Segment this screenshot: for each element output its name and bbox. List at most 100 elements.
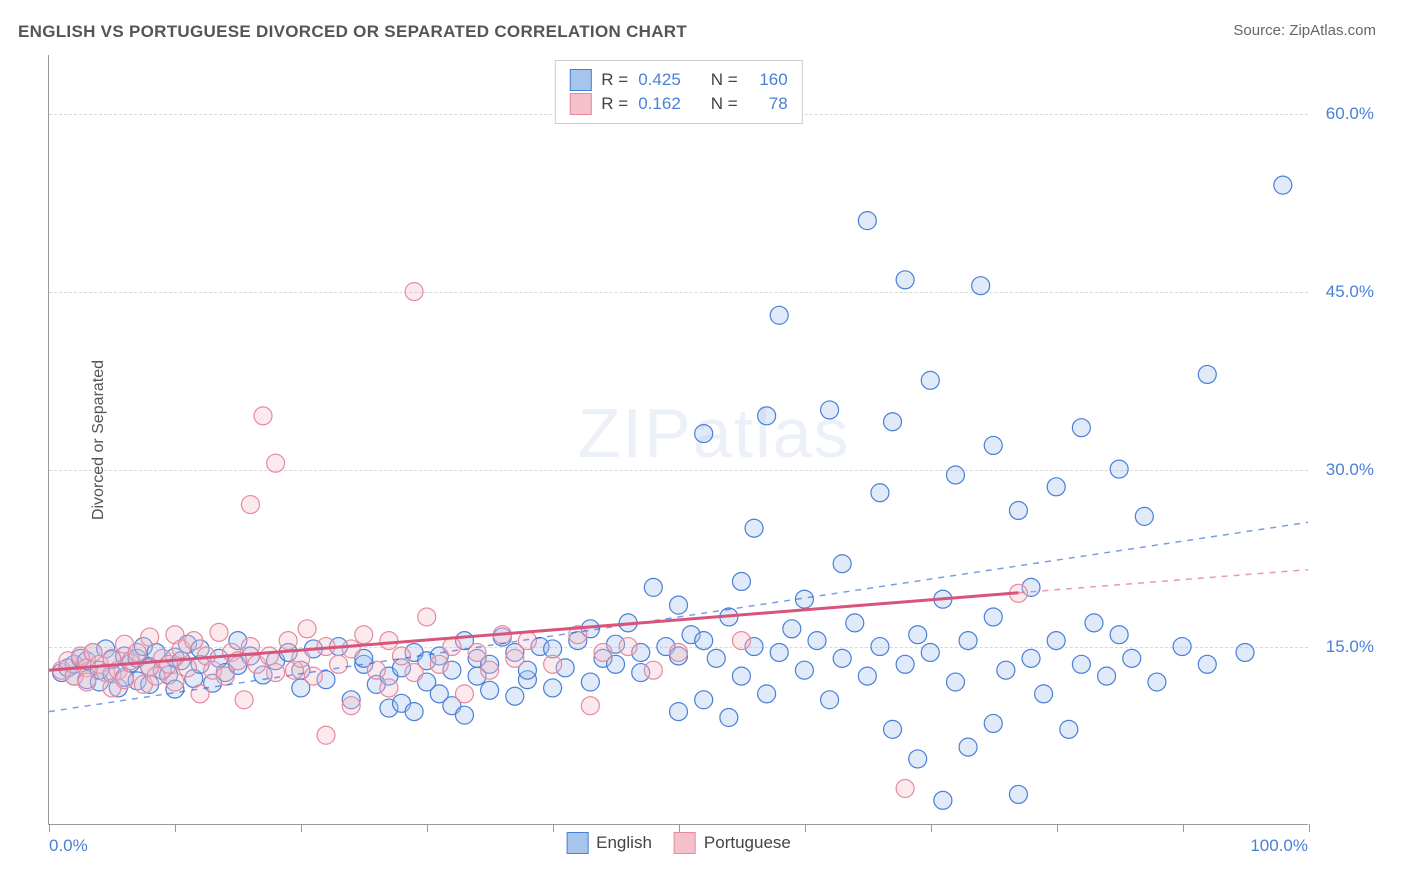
legend-r-value: 0.425 bbox=[638, 70, 681, 90]
data-point bbox=[141, 628, 159, 646]
data-point bbox=[241, 496, 259, 514]
data-point bbox=[430, 655, 448, 673]
source-link[interactable]: ZipAtlas.com bbox=[1289, 22, 1376, 39]
data-point bbox=[732, 632, 750, 650]
series-legend: EnglishPortuguese bbox=[566, 832, 791, 854]
data-point bbox=[279, 632, 297, 650]
data-point bbox=[544, 679, 562, 697]
data-point bbox=[884, 720, 902, 738]
data-point bbox=[1123, 649, 1141, 667]
data-point bbox=[896, 780, 914, 798]
data-point bbox=[909, 750, 927, 768]
data-point bbox=[317, 726, 335, 744]
data-point bbox=[833, 555, 851, 573]
series-legend-item: Portuguese bbox=[674, 832, 791, 854]
y-tick-label: 60.0% bbox=[1326, 104, 1374, 124]
data-point bbox=[298, 620, 316, 638]
legend-n-value: 78 bbox=[748, 94, 788, 114]
data-point bbox=[984, 714, 1002, 732]
data-point bbox=[871, 638, 889, 656]
data-point bbox=[235, 691, 253, 709]
data-point bbox=[846, 614, 864, 632]
data-point bbox=[758, 685, 776, 703]
legend-swatch bbox=[569, 93, 591, 115]
data-point bbox=[720, 709, 738, 727]
data-point bbox=[670, 596, 688, 614]
data-point bbox=[405, 664, 423, 682]
data-point bbox=[481, 661, 499, 679]
data-point bbox=[1110, 626, 1128, 644]
x-tick bbox=[931, 824, 932, 832]
data-point bbox=[1047, 478, 1065, 496]
x-tick bbox=[301, 824, 302, 832]
data-point bbox=[418, 608, 436, 626]
x-axis-min-label: 0.0% bbox=[49, 836, 88, 856]
data-point bbox=[833, 649, 851, 667]
correlation-legend-row: R =0.425N =160 bbox=[569, 69, 787, 91]
data-point bbox=[821, 691, 839, 709]
data-point bbox=[1236, 643, 1254, 661]
data-point bbox=[770, 306, 788, 324]
data-point bbox=[984, 436, 1002, 454]
data-point bbox=[342, 697, 360, 715]
x-tick bbox=[1057, 824, 1058, 832]
legend-r-label: R = bbox=[601, 70, 628, 90]
data-point bbox=[1148, 673, 1166, 691]
data-point bbox=[871, 484, 889, 502]
chart-title: ENGLISH VS PORTUGUESE DIVORCED OR SEPARA… bbox=[18, 22, 687, 42]
data-point bbox=[946, 466, 964, 484]
data-point bbox=[984, 608, 1002, 626]
x-tick bbox=[1183, 824, 1184, 832]
data-point bbox=[695, 691, 713, 709]
data-point bbox=[330, 655, 348, 673]
trend-line-extrapolated bbox=[49, 522, 1308, 711]
correlation-legend-row: R =0.162N =78 bbox=[569, 93, 787, 115]
data-point bbox=[808, 632, 826, 650]
data-point bbox=[858, 212, 876, 230]
data-point bbox=[210, 623, 228, 641]
data-point bbox=[78, 673, 96, 691]
data-point bbox=[783, 620, 801, 638]
data-point bbox=[380, 679, 398, 697]
data-point bbox=[1198, 655, 1216, 673]
legend-n-label: N = bbox=[711, 94, 738, 114]
data-point bbox=[921, 643, 939, 661]
data-point bbox=[468, 643, 486, 661]
data-point bbox=[695, 425, 713, 443]
data-point bbox=[1198, 365, 1216, 383]
data-point bbox=[216, 667, 234, 685]
data-point bbox=[254, 407, 272, 425]
x-tick bbox=[679, 824, 680, 832]
data-point bbox=[342, 640, 360, 658]
data-point bbox=[934, 791, 952, 809]
data-point bbox=[795, 661, 813, 679]
scatter-plot: ZIPatlas 15.0%30.0%45.0%60.0% 0.0% 100.0… bbox=[48, 55, 1308, 825]
data-point bbox=[581, 697, 599, 715]
data-point bbox=[506, 649, 524, 667]
data-point bbox=[304, 667, 322, 685]
source-prefix: Source: bbox=[1233, 22, 1289, 39]
data-point bbox=[732, 667, 750, 685]
data-point bbox=[619, 638, 637, 656]
data-point bbox=[581, 673, 599, 691]
data-point bbox=[594, 643, 612, 661]
y-tick-label: 30.0% bbox=[1326, 460, 1374, 480]
legend-swatch bbox=[566, 832, 588, 854]
data-point bbox=[770, 643, 788, 661]
data-point bbox=[128, 643, 146, 661]
data-point bbox=[166, 673, 184, 691]
data-point bbox=[1072, 655, 1090, 673]
data-point bbox=[405, 703, 423, 721]
scatter-svg bbox=[49, 55, 1308, 824]
data-point bbox=[355, 626, 373, 644]
data-point bbox=[260, 647, 278, 665]
data-point bbox=[506, 687, 524, 705]
x-tick bbox=[49, 824, 50, 832]
data-point bbox=[1060, 720, 1078, 738]
data-point bbox=[921, 371, 939, 389]
data-point bbox=[644, 661, 662, 679]
y-tick-label: 15.0% bbox=[1326, 637, 1374, 657]
data-point bbox=[884, 413, 902, 431]
data-point bbox=[707, 649, 725, 667]
data-point bbox=[380, 632, 398, 650]
